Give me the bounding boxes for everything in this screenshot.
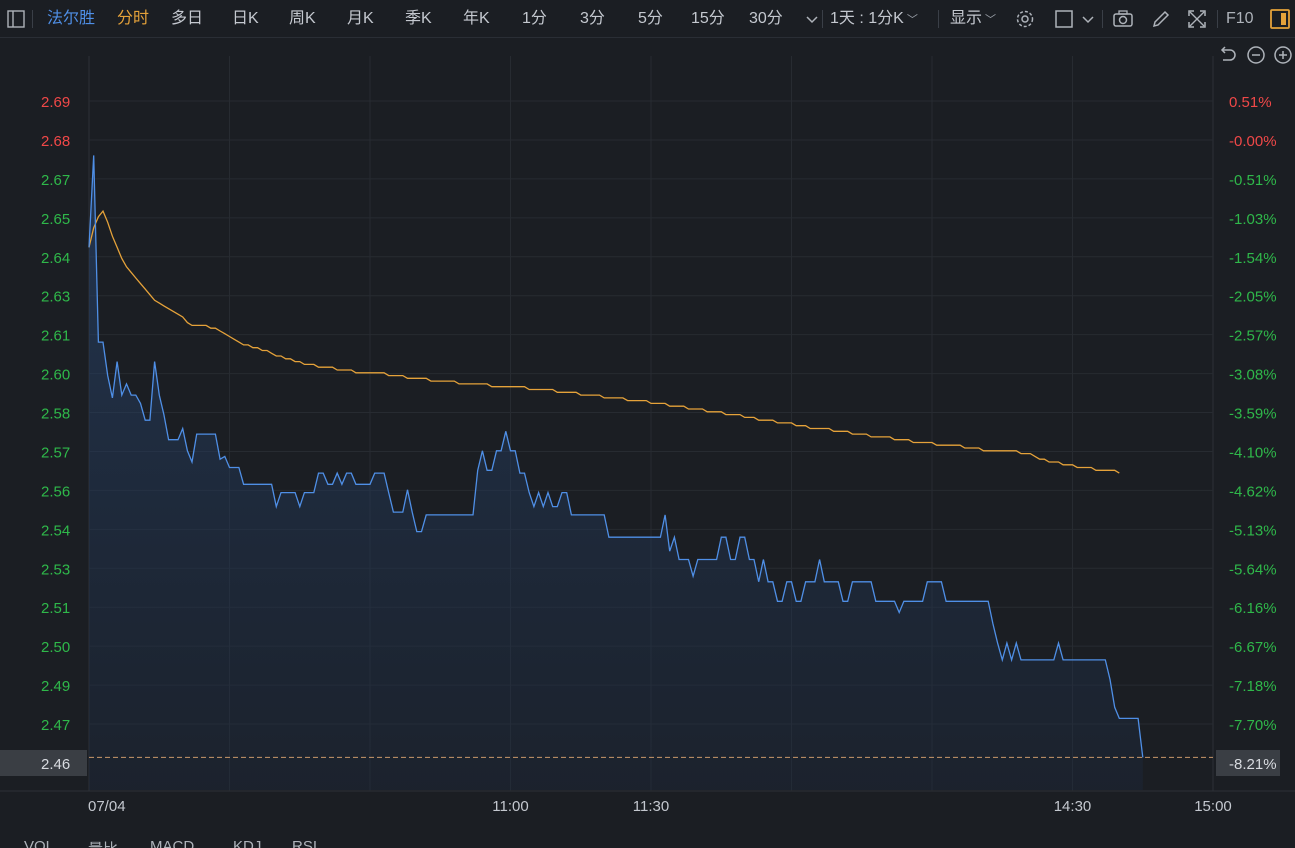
x-tick-label: 11:00 (492, 798, 528, 815)
pct-tick-label: 0.51% (1229, 94, 1272, 111)
pct-tick-label: -4.10% (1229, 444, 1277, 461)
tab-multi-day[interactable]: 多日 (171, 10, 204, 27)
y-tick-label: 2.50 (41, 639, 70, 656)
pct-tick-label: -2.05% (1229, 289, 1277, 306)
zoom-out-icon[interactable] (1244, 43, 1268, 67)
tab-weekly-k[interactable]: 周K (289, 10, 316, 27)
x-tick-label: 15:00 (1194, 798, 1232, 815)
pct-tick-label: -0.51% (1229, 172, 1277, 189)
pct-tick-label: -5.13% (1229, 522, 1277, 539)
y-tick-label: 2.51 (41, 600, 70, 617)
indicator-tabs: VOL 量比 MACD KDJ RSI (0, 836, 1295, 848)
x-tick-label: 14:30 (1054, 798, 1092, 815)
toolbar-divider (32, 10, 33, 28)
tab-1min[interactable]: 1分 (522, 10, 547, 27)
y-tick-label: 2.63 (41, 289, 70, 306)
y-tick-label: 2.56 (41, 483, 70, 500)
display-menu[interactable]: 显示 ﹀ (950, 8, 996, 30)
chevron-down-icon: ﹀ (985, 14, 997, 26)
tab-3min[interactable]: 3分 (580, 10, 605, 27)
tab-kdj[interactable]: KDJ (233, 838, 262, 848)
last-price-box (0, 750, 87, 776)
period-select[interactable]: 1天 : 1分K ﹀ (830, 8, 918, 30)
period-select-label: 1天 : 1分K (830, 10, 904, 27)
sidebar-toggle-icon[interactable] (4, 7, 28, 31)
y-tick-label: 2.47 (41, 717, 70, 734)
y-tick-label: 2.68 (41, 133, 70, 150)
tab-30min[interactable]: 30分 (749, 10, 783, 27)
y-tick-label: 2.69 (41, 94, 70, 111)
pct-tick-label: -4.62% (1229, 483, 1277, 500)
toolbar-divider (1102, 10, 1103, 28)
panel-toggle-icon[interactable] (1268, 7, 1292, 31)
y-tick-label: 2.60 (41, 367, 70, 384)
tab-vol[interactable]: VOL (24, 838, 55, 848)
y-tick-label: 2.67 (41, 172, 70, 189)
tab-5min[interactable]: 5分 (638, 10, 663, 27)
chart-toolbar: 法尔胜 分时 多日 日K 周K 月K 季K 年K 1分 3分 5分 15分 30… (0, 0, 1295, 38)
toolbar-divider (938, 10, 939, 28)
pct-tick-label: -8.21% (1229, 756, 1277, 773)
chevron-down-icon: ﹀ (906, 14, 918, 26)
last-pct-box (1216, 750, 1280, 776)
x-tick-label: 11:30 (633, 798, 669, 815)
chart-lines (88, 155, 1213, 758)
pct-tick-label: -6.67% (1229, 639, 1277, 656)
pct-tick-label: -7.18% (1229, 678, 1277, 695)
fullscreen-icon[interactable] (1185, 7, 1209, 31)
tab-quarterly-k[interactable]: 季K (405, 10, 432, 27)
y-tick-label: 2.64 (41, 250, 70, 267)
pct-tick-label: -1.03% (1229, 211, 1277, 228)
display-menu-label: 显示 (950, 10, 983, 27)
tab-intraday[interactable]: 分时 (117, 10, 150, 27)
y-tick-label: 2.65 (41, 211, 70, 228)
pct-tick-label: -1.54% (1229, 250, 1277, 267)
price-line (88, 155, 1144, 758)
tab-macd[interactable]: MACD (150, 838, 195, 848)
price-area-fill (89, 155, 1143, 790)
pct-tick-label: -7.70% (1229, 717, 1277, 734)
x-tick-label: 07/04 (88, 798, 126, 815)
square-icon[interactable] (1052, 7, 1076, 31)
pct-tick-label: -6.16% (1229, 600, 1277, 617)
pct-tick-label: -0.00% (1229, 133, 1277, 150)
y-tick-label: 2.57 (41, 444, 70, 461)
y-tick-label: 2.53 (41, 561, 70, 578)
pencil-icon[interactable] (1149, 7, 1173, 31)
tab-15min[interactable]: 15分 (691, 10, 725, 27)
chevron-down-icon[interactable] (1076, 7, 1100, 31)
zoom-in-icon[interactable] (1271, 43, 1295, 67)
pct-tick-label: -3.59% (1229, 406, 1277, 423)
price-area (89, 155, 1143, 790)
undo-icon[interactable] (1216, 43, 1240, 67)
y-tick-label: 2.58 (41, 406, 70, 423)
f10-button[interactable]: F10 (1226, 10, 1254, 27)
tab-yearly-k[interactable]: 年K (463, 10, 490, 27)
average-price-line (88, 209, 1120, 474)
intraday-chart[interactable]: 2.69 0.51% 2.68 -0.00% 2.67 -0.51% 2.65 -1.03% 2… (0, 38, 1295, 836)
tab-daily-k[interactable]: 日K (232, 10, 259, 27)
y-tick-label: 2.61 (41, 328, 70, 345)
tab-volume-ratio[interactable]: 量比 (88, 838, 118, 848)
y-tick-label: 2.46 (41, 756, 70, 773)
toolbar-divider (1217, 10, 1218, 28)
toolbar-divider (822, 10, 823, 28)
dropdown-chevron-icon[interactable] (800, 7, 824, 31)
chart-axes: 2.69 0.51% 2.68 -0.00% 2.67 -0.51% 2.65 -1.03% 2… (0, 94, 1280, 815)
tab-monthly-k[interactable]: 月K (347, 10, 374, 27)
y-tick-label: 2.54 (41, 522, 70, 539)
tab-rsi[interactable]: RSI (292, 838, 318, 848)
pct-tick-label: -5.64% (1229, 561, 1277, 578)
camera-icon[interactable] (1111, 7, 1135, 31)
gear-icon[interactable] (1013, 7, 1037, 31)
pct-tick-label: -3.08% (1229, 367, 1277, 384)
stock-symbol[interactable]: 法尔胜 (47, 10, 96, 27)
y-tick-label: 2.49 (41, 678, 70, 695)
pct-tick-label: -2.57% (1229, 328, 1277, 345)
